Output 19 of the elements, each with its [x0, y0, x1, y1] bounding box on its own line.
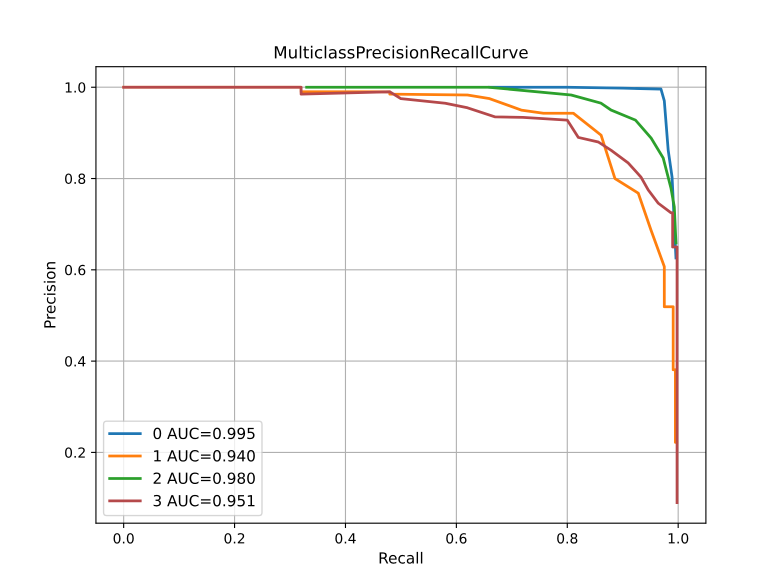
y-tick-label: 0.6 — [65, 264, 86, 276]
x-tick-label: 1.0 — [668, 533, 688, 544]
x-tick-label: 0.6 — [446, 533, 467, 544]
chart-title: MulticlassPrecisionRecallCurve — [274, 46, 528, 59]
legend-label: 2 AUC=0.980 — [154, 472, 255, 484]
legend-label: 0 AUC=0.995 — [153, 428, 255, 440]
legend-label: 3 AUC=0.951 — [154, 494, 254, 506]
y-tick-label: 0.4 — [65, 356, 86, 367]
x-tick-label: 0.0 — [114, 533, 134, 544]
line-series — [305, 86, 678, 244]
x-tick-label: 0.4 — [335, 533, 356, 544]
x-axis-title: Recall — [380, 552, 422, 564]
legend-label: 1 AUC=0.940 — [154, 450, 255, 462]
y-tick-label: 1.0 — [66, 82, 86, 93]
y-axis-title: Precision — [44, 262, 56, 328]
x-tick-label: 0.8 — [557, 533, 578, 544]
y-tick-label: 0.2 — [65, 447, 85, 458]
y-tick-label: 0.8 — [65, 174, 86, 184]
x-tick-label: 0.2 — [224, 533, 244, 544]
